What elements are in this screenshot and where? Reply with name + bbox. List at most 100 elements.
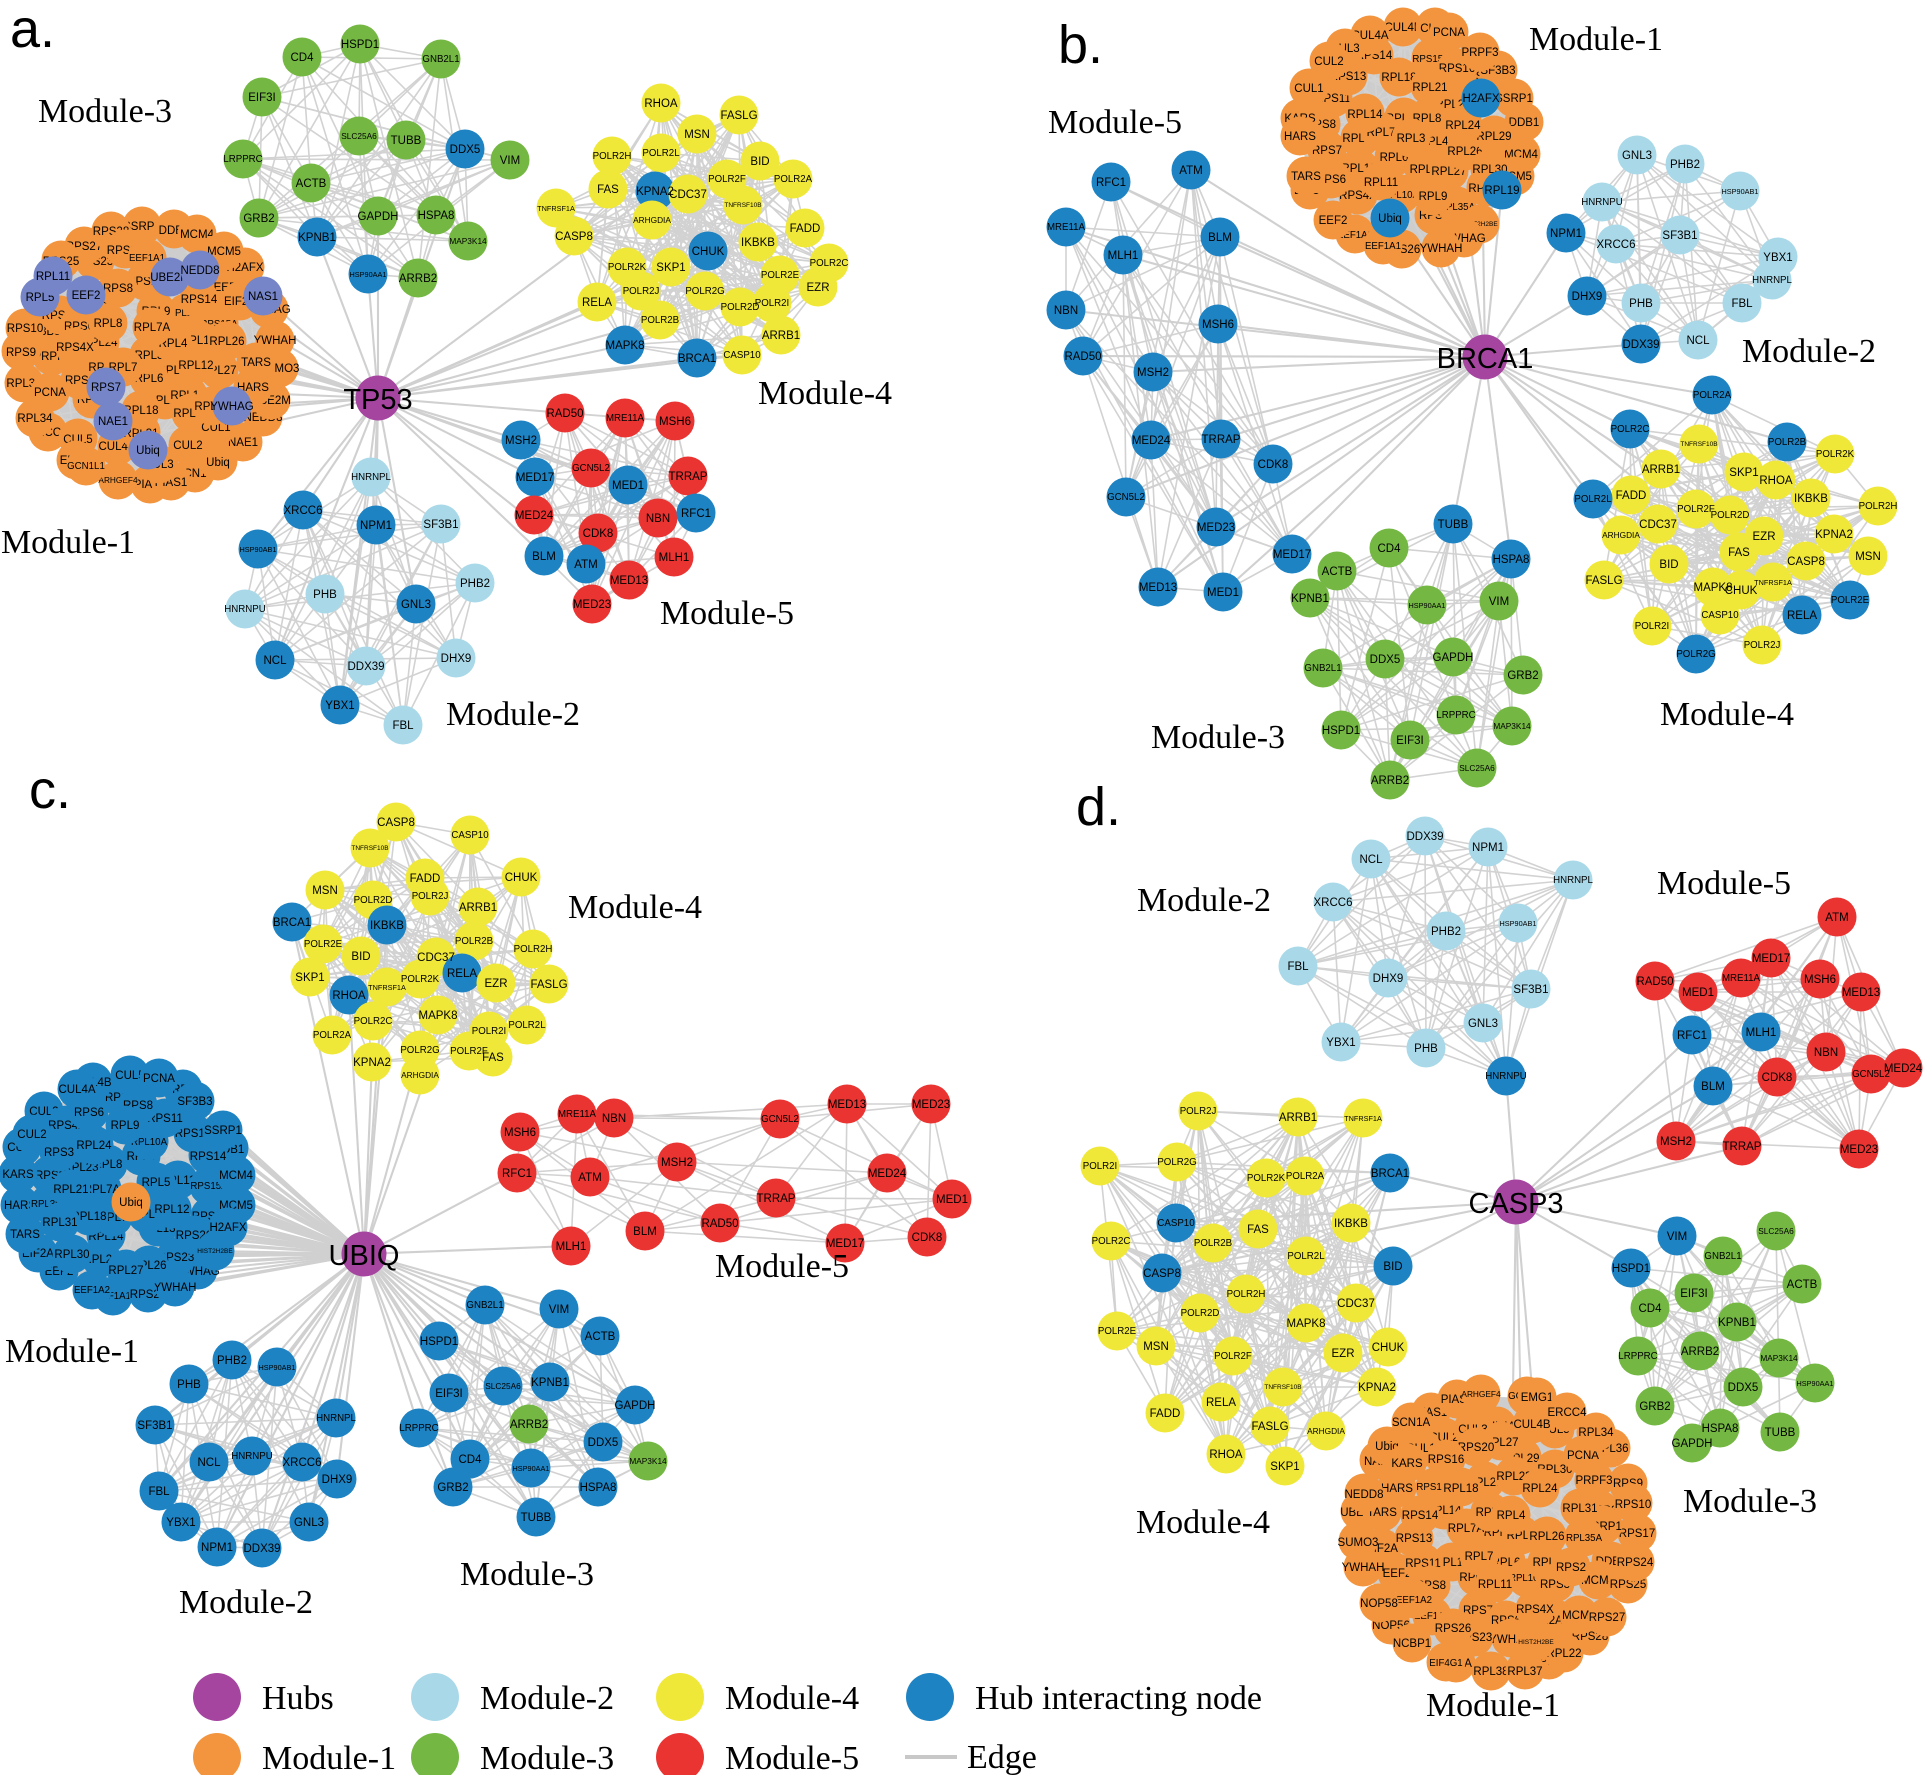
svg-text:POLR2J: POLR2J: [412, 891, 449, 902]
svg-text:GAPDH: GAPDH: [1433, 652, 1474, 664]
svg-text:Module-3: Module-3: [1683, 1483, 1817, 1520]
svg-text:PHB: PHB: [313, 589, 337, 601]
svg-text:MED17: MED17: [826, 1238, 864, 1250]
svg-text:NBN: NBN: [602, 1113, 626, 1125]
svg-text:NBN: NBN: [1814, 1047, 1838, 1059]
svg-text:MED13: MED13: [1139, 582, 1177, 594]
svg-text:CD4: CD4: [290, 52, 314, 64]
svg-text:RHOA: RHOA: [1759, 475, 1793, 487]
svg-text:POLR2I: POLR2I: [472, 1026, 506, 1037]
svg-text:CD4: CD4: [458, 1454, 482, 1466]
svg-text:TARS: TARS: [1291, 171, 1321, 183]
svg-text:ARHGDIA: ARHGDIA: [1307, 1426, 1345, 1436]
svg-text:ERCC4: ERCC4: [1548, 1407, 1588, 1419]
svg-text:VIM: VIM: [500, 155, 520, 167]
svg-text:RPS9: RPS9: [6, 347, 36, 359]
svg-text:FASLG: FASLG: [1585, 575, 1622, 587]
svg-text:NPM1: NPM1: [360, 520, 392, 532]
svg-text:SF3B1: SF3B1: [1662, 230, 1697, 242]
svg-text:YWHAH: YWHAH: [1342, 1562, 1385, 1574]
svg-text:RPS10: RPS10: [1615, 1499, 1651, 1511]
svg-text:RAD50: RAD50: [1636, 976, 1673, 988]
svg-text:MSN: MSN: [684, 129, 710, 141]
svg-text:POLR2D: POLR2D: [1711, 510, 1750, 521]
svg-text:XRCC6: XRCC6: [1314, 897, 1353, 909]
svg-text:GCN5L2: GCN5L2: [1852, 1069, 1890, 1080]
svg-text:SKP1: SKP1: [1729, 467, 1758, 479]
svg-text:ARHGEF4: ARHGEF4: [1461, 1389, 1501, 1399]
svg-text:CASP8: CASP8: [1143, 1268, 1181, 1280]
svg-text:MED24: MED24: [868, 1168, 907, 1180]
svg-text:CDC37: CDC37: [1639, 519, 1677, 531]
svg-text:FAS: FAS: [1728, 547, 1750, 559]
svg-text:Module-4: Module-4: [1136, 1504, 1270, 1541]
svg-text:RPL7A: RPL7A: [84, 1184, 121, 1196]
svg-text:RPL29: RPL29: [1476, 131, 1511, 143]
svg-text:PCNA: PCNA: [1433, 27, 1465, 39]
svg-text:RPL24: RPL24: [1445, 120, 1481, 132]
svg-text:CDK8: CDK8: [583, 528, 614, 540]
svg-text:IKBKB: IKBKB: [370, 920, 404, 932]
svg-text:MED23: MED23: [573, 599, 611, 611]
svg-text:SLC25A6: SLC25A6: [1758, 1226, 1794, 1236]
svg-text:EMG1: EMG1: [1521, 1392, 1554, 1404]
svg-text:POLR2L: POLR2L: [1287, 1251, 1325, 1262]
svg-text:CD4: CD4: [1377, 543, 1401, 555]
svg-text:CHUK: CHUK: [1372, 1342, 1405, 1354]
svg-text:Module-1: Module-1: [5, 1333, 139, 1370]
svg-text:RPL10A: RPL10A: [1383, 190, 1420, 201]
svg-text:POLR2A: POLR2A: [774, 174, 813, 185]
svg-text:TNFRSF1A: TNFRSF1A: [537, 204, 575, 213]
svg-text:DDX39: DDX39: [1622, 339, 1659, 351]
svg-text:RPL9: RPL9: [111, 1120, 140, 1132]
svg-text:SKP1: SKP1: [1270, 1461, 1299, 1473]
svg-text:RPS11: RPS11: [147, 1113, 183, 1125]
svg-text:RPL12: RPL12: [178, 360, 213, 372]
svg-text:PCNA: PCNA: [143, 1073, 175, 1085]
svg-text:GCN1L1: GCN1L1: [67, 461, 105, 472]
svg-text:POLR2F: POLR2F: [708, 174, 746, 185]
svg-text:BRCA1: BRCA1: [273, 917, 311, 929]
svg-text:GAPDH: GAPDH: [1672, 1438, 1713, 1450]
svg-text:YWHAG: YWHAG: [210, 401, 254, 413]
svg-text:HSP90AB1: HSP90AB1: [240, 545, 277, 554]
svg-text:HSP90AA1: HSP90AA1: [1797, 1379, 1834, 1388]
svg-text:ATM: ATM: [578, 1172, 601, 1184]
svg-text:LRPPRC: LRPPRC: [399, 1423, 438, 1434]
svg-text:CUL2: CUL2: [1314, 56, 1343, 68]
svg-text:DHX9: DHX9: [1572, 291, 1603, 303]
svg-text:HIST2H2BE: HIST2H2BE: [1462, 221, 1498, 228]
svg-text:GNB2L1: GNB2L1: [422, 54, 459, 65]
svg-text:MSH2: MSH2: [505, 435, 537, 447]
svg-text:Module-4: Module-4: [568, 889, 702, 926]
svg-text:TUBB: TUBB: [1765, 1427, 1796, 1439]
svg-text:POLR2E: POLR2E: [1831, 595, 1870, 606]
svg-text:DHX9: DHX9: [322, 1474, 353, 1486]
svg-text:DDX39: DDX39: [347, 661, 384, 673]
svg-text:RAD50: RAD50: [1064, 351, 1101, 363]
svg-text:Module-2: Module-2: [1742, 333, 1876, 370]
svg-text:RPL26: RPL26: [1447, 146, 1482, 158]
svg-text:CASP8: CASP8: [377, 817, 415, 829]
svg-text:BID: BID: [351, 951, 370, 963]
svg-text:FASLG: FASLG: [530, 979, 567, 991]
svg-text:ARHGEF4: ARHGEF4: [98, 475, 138, 485]
svg-text:RPS16: RPS16: [1439, 63, 1475, 75]
svg-text:GCN5L2: GCN5L2: [1107, 492, 1145, 503]
svg-text:MED17: MED17: [516, 472, 554, 484]
svg-text:MED17: MED17: [1273, 549, 1311, 561]
svg-text:BID: BID: [1383, 1261, 1402, 1273]
svg-text:YBX1: YBX1: [1326, 1037, 1355, 1049]
svg-text:NPM1: NPM1: [201, 1542, 233, 1554]
svg-text:GRB2: GRB2: [1639, 1401, 1670, 1413]
svg-text:CHUK: CHUK: [505, 872, 538, 884]
svg-text:ARRB1: ARRB1: [1279, 1112, 1317, 1124]
svg-text:DHX9: DHX9: [1373, 973, 1404, 985]
svg-text:DDX39: DDX39: [1406, 831, 1443, 843]
svg-text:POLR2K: POLR2K: [1247, 1173, 1286, 1184]
svg-text:YBX1: YBX1: [1763, 252, 1792, 264]
svg-text:CDK8: CDK8: [912, 1232, 943, 1244]
svg-text:FBL: FBL: [1287, 961, 1309, 973]
svg-text:RPL38: RPL38: [1473, 1666, 1508, 1678]
svg-text:FADD: FADD: [1150, 1408, 1181, 1420]
